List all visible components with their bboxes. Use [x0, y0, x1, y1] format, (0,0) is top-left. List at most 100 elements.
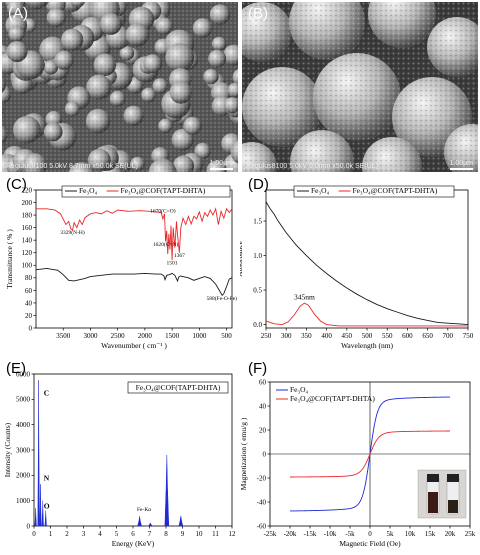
sem-scale-a: 1.00μm	[209, 160, 234, 170]
chart-d-uvvis: (D) 250 300 350 400 450 500 550 600 650 700 750 Wav…	[235, 176, 480, 356]
eds-peak	[164, 455, 170, 527]
x-tick-label: 300	[281, 332, 292, 340]
sem-scale-b: 1.00μm	[449, 160, 473, 170]
x-tick-label: -5k	[345, 530, 355, 538]
peak-annotation: 3329(N-H)	[60, 229, 85, 236]
y-tick-label: 160	[22, 224, 33, 232]
y-tick-label: 0	[29, 324, 33, 332]
x-tick-label: 2000	[138, 332, 153, 340]
x-tick-label: 7	[148, 530, 152, 538]
eds-peak	[37, 380, 40, 527]
x-tick-label: 750	[463, 332, 474, 340]
y-axis-label: Absorbance	[240, 240, 244, 276]
chart-e-eds: (E) 0 1 2 3 4 5 6 7 8 9 10 11 12 Energy (KeV) 0 1000 200…	[0, 360, 240, 550]
y-tick-label: -40	[257, 498, 267, 506]
plot-frame	[33, 373, 233, 527]
eds-peak	[137, 516, 142, 527]
x-axis-label: Magnetic Field (Oe)	[339, 539, 401, 548]
sem-image-b-graphic	[242, 2, 478, 172]
y-tick-label: 60	[25, 287, 33, 295]
x-tick-label: -20k	[284, 530, 297, 538]
series-line-fe3o4-cof	[36, 207, 233, 261]
x-axis-label: Wavelength (nm)	[341, 341, 394, 350]
legend-label: Fe₃O₄	[290, 385, 309, 394]
eds-peak	[39, 484, 42, 527]
y-tick-label: 2000	[16, 472, 31, 480]
sem-caption-b: Regulus8100 5.0kV 9.0mm x50.0k SE(UL)	[246, 163, 378, 170]
y-tick-label: 40	[259, 402, 267, 410]
x-tick-label: 15k	[425, 530, 436, 538]
legend-label: Fe₃O₄@COF(TAPT-DHTA)	[353, 186, 438, 195]
panel-label-f: (F)	[248, 360, 268, 377]
x-tick-label: 10k	[405, 530, 416, 538]
legend-label: Fe₃O₄	[79, 186, 98, 195]
vial-liquid	[448, 500, 458, 513]
chart-f-vsm: (F) -25k -20k -15k -10k -5k 0 5k 10k 15k 20k 25k Ma…	[239, 360, 480, 550]
peak-annotation: 1670(C=O)	[150, 208, 176, 215]
x-tick-label: 2500	[111, 332, 126, 340]
panel-label-d: (D)	[248, 176, 269, 193]
x-tick-label: -10k	[324, 530, 337, 538]
vial-cap	[427, 474, 439, 482]
y-tick-label: 140	[22, 237, 33, 245]
chart-f-svg: -25k -20k -15k -10k -5k 0 5k 10k 15k 20k 25k Magnet…	[239, 378, 476, 548]
x-tick-label: 6	[131, 530, 135, 538]
y-tick-label: 0.0	[253, 321, 262, 329]
y-tick-label: 0.5	[253, 286, 262, 294]
panel-label-a: (A)	[8, 5, 28, 22]
y-tick-label: 80	[25, 274, 33, 282]
x-tick-label: 450	[342, 332, 353, 340]
y-tick-label: 40	[25, 299, 33, 307]
y-tick-label: 20	[259, 426, 267, 434]
legend-label: Fe₃O₄@COF(TAPT-DHTA)	[290, 394, 375, 403]
y-tick-label: 180	[22, 211, 33, 219]
y-tick-label: 0	[27, 522, 31, 530]
peak-annotation: 1501	[167, 261, 178, 267]
eds-peak	[178, 515, 184, 527]
series-line-fe3o4-cof	[289, 430, 451, 478]
x-tick-label: 500	[362, 332, 373, 340]
sem-scale-text-a: 1.00μm	[209, 160, 234, 167]
series-line-fe3o4	[35, 267, 233, 297]
series-line-fe3o4-cof	[265, 302, 468, 327]
x-tick-label: 700	[443, 332, 454, 340]
x-tick-label: 600	[402, 332, 413, 340]
legend-box	[127, 381, 229, 394]
element-annotation: N	[44, 473, 50, 482]
peak-annotation: 588(Fe-O-Fe)	[206, 295, 237, 302]
plot-frame	[265, 189, 469, 329]
legend-box	[61, 185, 231, 198]
vial-liquid	[428, 492, 438, 513]
x-tick-label: -25k	[264, 530, 277, 538]
y-tick-label: 0	[263, 450, 267, 458]
eds-peak	[41, 500, 44, 527]
x-tick-label: 1000	[192, 332, 207, 340]
legend-label: Fe₃O₄@COF(TAPT-DHTA)	[136, 383, 221, 392]
x-tick-label: 12	[229, 530, 237, 538]
y-tick-label: 120	[22, 249, 33, 257]
x-tick-label: 3000	[83, 332, 98, 340]
y-tick-label: 220	[22, 186, 33, 194]
x-tick-label: 5k	[387, 530, 395, 538]
x-tick-label: 5	[115, 530, 119, 538]
y-axis-label: Transmittance ( % )	[5, 229, 14, 289]
x-tick-label: 500	[221, 332, 232, 340]
x-tick-label: 4	[98, 530, 102, 538]
y-tick-label: -20	[257, 474, 267, 482]
x-tick-label: 650	[422, 332, 433, 340]
x-tick-label: 1500	[165, 332, 180, 340]
x-tick-label: 0	[368, 530, 372, 538]
panel-label-b: (B)	[248, 5, 268, 22]
x-tick-label: 10	[196, 530, 204, 538]
y-tick-label: -60	[257, 522, 267, 530]
legend-label: Fe₃O₄@COF(TAPT-DHTA)	[121, 186, 206, 195]
y-tick-label: 1.0	[253, 252, 262, 260]
sem-scale-bar-b	[449, 168, 473, 170]
legend-box	[293, 185, 455, 198]
x-tick-label: 550	[382, 332, 393, 340]
y-tick-label: 5000	[16, 396, 31, 404]
x-axis-label: Energy (KeV)	[112, 539, 155, 548]
legend-label: Fe₃O₄	[311, 186, 330, 195]
x-tick-label: 1	[49, 530, 53, 538]
